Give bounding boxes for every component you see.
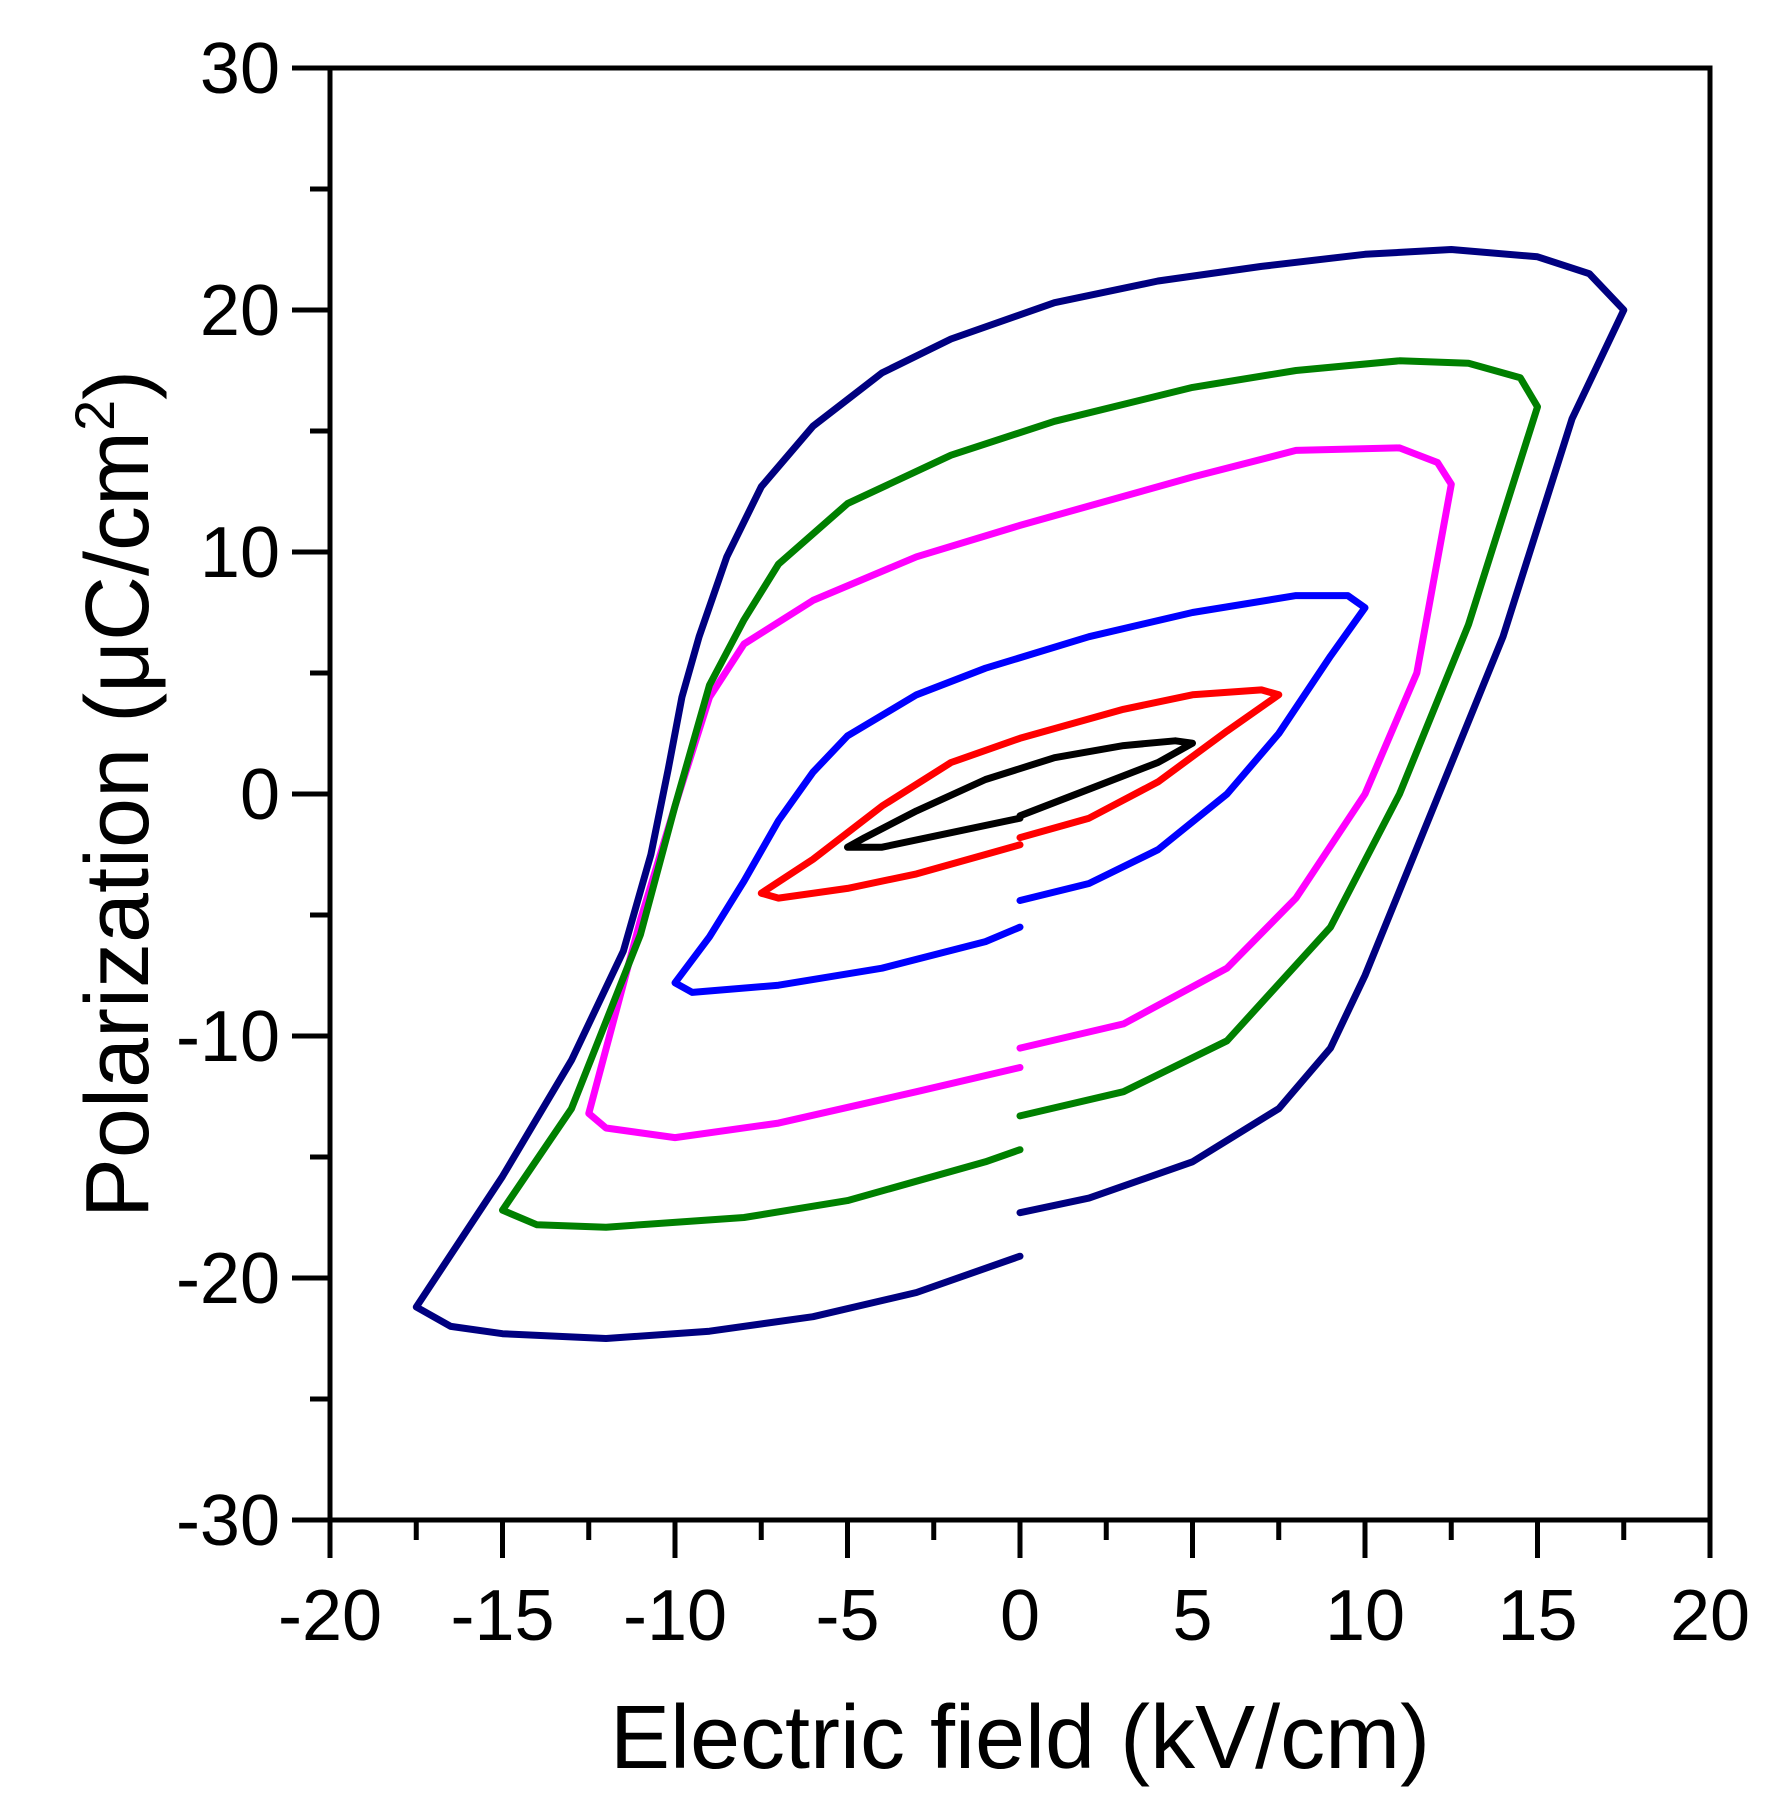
y-axis-title-superscript: 2	[63, 400, 126, 431]
ticks-layer	[292, 65, 1713, 1558]
y-tick-label: 10	[200, 513, 280, 593]
y-tick-label: 30	[200, 29, 280, 109]
x-tick-label: -20	[278, 1576, 382, 1656]
y-axis-title-close: )	[68, 370, 168, 400]
series-loop-15kVcm	[499, 357, 1541, 1231]
y-tick-label: -30	[176, 1481, 280, 1561]
plot-frame	[327, 65, 1713, 1523]
series-layer	[412, 246, 1628, 1342]
y-tick-label: -10	[176, 997, 280, 1077]
series-loop-5kVcm	[844, 737, 1196, 851]
y-tick-label: 20	[200, 271, 280, 351]
x-tick-label: 15	[1497, 1576, 1577, 1656]
y-axis-title: Polarization (μC/cm2)	[63, 370, 168, 1218]
x-tick-label: 20	[1670, 1576, 1750, 1656]
y-axis-title-main: Polarization (μC/cm	[68, 431, 168, 1218]
x-tick-label: 5	[1172, 1576, 1212, 1656]
series-loop-12.5kVcm	[585, 444, 1455, 1142]
x-tick-label: -15	[450, 1576, 554, 1656]
labels-layer: -20 -15 -10 -5 0 5 10 15 20 30 20 10 0 -10 -20 -30	[176, 29, 1750, 1656]
y-tick-label: -20	[176, 1239, 280, 1319]
x-axis-title: Electric field (kV/cm)	[610, 1688, 1430, 1788]
x-tick-label: 0	[1000, 1576, 1040, 1656]
x-tick-label: -5	[815, 1576, 879, 1656]
series-loop-10kVcm	[671, 592, 1369, 996]
x-tick-label: 10	[1325, 1576, 1405, 1656]
y-tick-label: 0	[240, 755, 280, 835]
series-loop-17.5kVcm	[412, 246, 1628, 1342]
x-tick-label: -10	[623, 1576, 727, 1656]
series-loop-7.5kVcm	[757, 686, 1283, 902]
